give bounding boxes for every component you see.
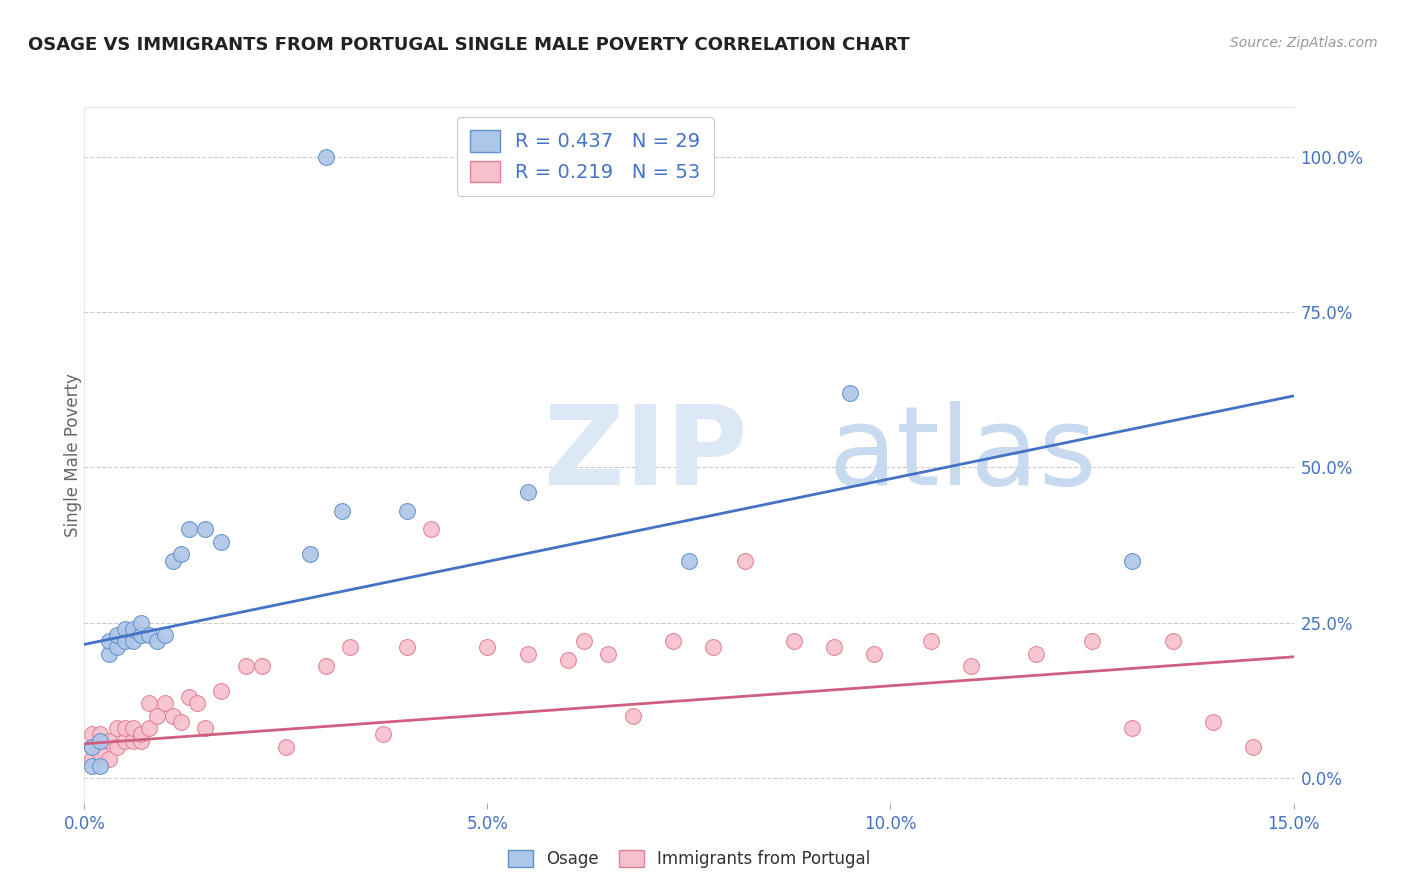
Point [598,647,620,661]
Point [920,634,942,648]
Point [129,727,152,741]
Point [114,733,136,747]
Point [114,721,136,735]
Point [209,684,232,698]
Point [162,553,184,567]
Point [194,721,217,735]
Point [105,721,128,735]
Point [420,523,443,537]
Point [89,733,111,747]
Point [146,634,169,648]
Point [839,385,862,400]
Point [315,659,337,673]
Point [121,733,143,747]
Point [371,727,394,741]
Point [138,697,160,711]
Point [153,628,176,642]
Point [129,733,152,747]
Point [194,523,217,537]
Point [783,634,806,648]
Point [82,758,104,772]
Point [170,714,193,729]
Point [82,739,104,754]
Point [330,504,353,518]
Point [114,634,136,648]
Point [1161,634,1184,648]
Point [734,553,756,567]
Point [82,739,104,754]
Point [863,647,886,661]
Point [97,752,120,766]
Point [274,739,297,754]
Point [1241,739,1264,754]
Point [138,721,160,735]
Point [121,721,143,735]
Point [97,733,120,747]
Point [395,640,418,655]
Point [97,647,120,661]
Point [89,746,111,760]
Point [179,690,201,705]
Point [138,628,160,642]
Point [1121,721,1143,735]
Point [153,697,176,711]
Point [395,504,418,518]
Point [1121,553,1143,567]
Point [250,659,273,673]
Point [702,640,724,655]
Point [129,628,152,642]
Point [477,640,499,655]
Y-axis label: Single Male Poverty: Single Male Poverty [65,373,82,537]
Point [179,523,201,537]
Point [339,640,361,655]
Point [1202,714,1225,729]
Point [209,534,232,549]
Point [105,628,128,642]
Point [960,659,983,673]
Point [170,547,193,561]
Point [516,647,538,661]
Text: atlas: atlas [828,401,1097,508]
Point [114,622,136,636]
Point [146,708,169,723]
Point [89,727,111,741]
Point [516,485,538,500]
Text: ZIP: ZIP [544,401,747,508]
Point [82,727,104,741]
Point [572,634,595,648]
Point [315,150,337,164]
Point [97,634,120,648]
Point [557,653,579,667]
Point [621,708,644,723]
Point [823,640,845,655]
Point [235,659,257,673]
Point [662,634,685,648]
Point [1025,647,1047,661]
Point [105,640,128,655]
Point [129,615,152,630]
Point [186,697,208,711]
Point [82,752,104,766]
Text: Source: ZipAtlas.com: Source: ZipAtlas.com [1230,36,1378,50]
Point [678,553,700,567]
Point [105,739,128,754]
Point [89,758,111,772]
Point [162,708,184,723]
Text: OSAGE VS IMMIGRANTS FROM PORTUGAL SINGLE MALE POVERTY CORRELATION CHART: OSAGE VS IMMIGRANTS FROM PORTUGAL SINGLE… [28,36,910,54]
Legend: Osage, Immigrants from Portugal: Osage, Immigrants from Portugal [501,843,877,874]
Point [1081,634,1104,648]
Point [121,622,143,636]
Point [121,634,143,648]
Point [299,547,322,561]
